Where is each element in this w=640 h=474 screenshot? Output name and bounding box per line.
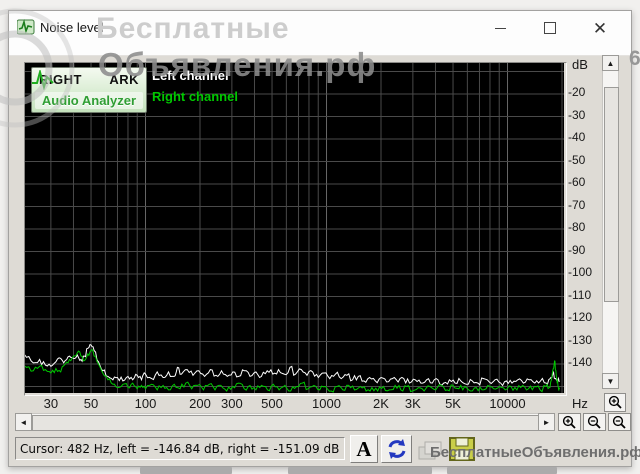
maximize-icon	[544, 22, 556, 34]
freq-tick-label: 1000	[312, 396, 341, 411]
db-tick-label: -80	[568, 220, 586, 234]
magnifier-plus-icon	[608, 395, 622, 409]
font-button[interactable]: A	[350, 435, 378, 463]
window-title: Noise level	[40, 20, 104, 35]
scroll-right-button[interactable]: ►	[538, 413, 555, 431]
db-tick-label: -110	[568, 287, 592, 302]
magnifier-minus-icon	[612, 415, 626, 429]
title-bar[interactable]: Noise level ✕	[9, 11, 631, 56]
hz-unit-label: Hz	[572, 396, 588, 411]
magnifier-plus-icon	[562, 415, 576, 429]
freq-tick-label: 200	[189, 396, 211, 411]
db-tick-label: -120	[568, 310, 593, 324]
db-tick-label: -70	[568, 197, 586, 212]
db-tick-label: -50	[568, 152, 586, 167]
vertical-scrollbar-thumb[interactable]	[604, 87, 619, 302]
db-tick-label: -60	[568, 175, 586, 189]
freq-tick-label: 3K	[404, 396, 421, 411]
app-icon	[17, 19, 35, 35]
db-tick-label: -130	[568, 332, 593, 347]
db-tick-label: -30	[568, 107, 586, 122]
legend-right-channel: Right channel	[152, 89, 238, 104]
cursor-status-bar: Cursor: 482 Hz, left = -146.84 dB, right…	[15, 437, 345, 460]
spectrum-svg	[25, 63, 564, 393]
freq-tick-label: 10000	[489, 396, 526, 411]
freq-tick-label: 2K	[373, 396, 389, 411]
freq-tick-label: 100	[134, 396, 157, 411]
freq-tick-label: 300	[221, 396, 243, 411]
db-tick-label: -90	[568, 242, 586, 257]
background-window-strip	[288, 467, 432, 474]
minimize-button[interactable]	[475, 13, 525, 43]
logo-subtitle: Audio Analyzer	[41, 93, 137, 108]
db-tick-label: -140	[568, 355, 593, 369]
copy-button[interactable]	[416, 439, 446, 463]
noise-level-window: Noise level ✕ RIGHT ARK Audio Analyzer	[8, 10, 632, 467]
zoom-out-vertical-button[interactable]	[608, 413, 631, 431]
db-tick-label: -20	[568, 85, 586, 99]
db-tick-label: -100	[568, 265, 593, 279]
refresh-icon	[388, 439, 405, 459]
scroll-down-button[interactable]: ▼	[602, 373, 619, 389]
refresh-button[interactable]	[381, 435, 412, 463]
db-tick-label: -40	[568, 130, 586, 144]
freq-tick-label: 30	[43, 396, 59, 411]
freq-tick-label: 5K	[445, 396, 461, 411]
minimize-icon	[494, 27, 506, 29]
spectrum-plot[interactable]: RIGHT ARK Audio Analyzer Left channel Ri…	[25, 63, 564, 393]
close-button[interactable]: ✕	[575, 13, 625, 43]
save-button[interactable]	[448, 436, 476, 462]
legend: Left channel Right channel	[152, 65, 238, 107]
scroll-left-button[interactable]: ◄	[15, 413, 32, 431]
freq-tick-label: 50	[83, 396, 99, 411]
copy-icon	[418, 441, 442, 460]
magnifier-minus-icon	[587, 415, 601, 429]
rightmark-logo: RIGHT ARK Audio Analyzer	[31, 67, 147, 113]
save-floppy-icon	[449, 437, 475, 461]
logo-brand-right: ARK	[109, 72, 139, 87]
zoom-in-horizontal-button[interactable]	[558, 413, 581, 431]
close-icon: ✕	[592, 18, 608, 38]
horizontal-scrollbar[interactable]	[15, 413, 555, 431]
background-window-strip	[447, 467, 557, 474]
logo-waveform-icon	[32, 70, 54, 90]
zoom-out-horizontal-button[interactable]	[583, 413, 606, 431]
vertical-scrollbar[interactable]	[602, 55, 619, 389]
maximize-button[interactable]	[525, 13, 575, 43]
font-button-label: A	[356, 436, 372, 461]
scroll-up-button[interactable]: ▲	[602, 55, 619, 71]
legend-left-channel: Left channel	[152, 68, 229, 83]
background-window-strip	[140, 467, 232, 474]
db-unit-label: dB	[572, 57, 588, 72]
horizontal-scrollbar-thumb[interactable]	[32, 415, 539, 431]
freq-tick-label: 500	[261, 396, 283, 411]
zoom-in-vertical-button[interactable]	[604, 393, 626, 412]
plot-frame: RIGHT ARK Audio Analyzer Left channel Ri…	[24, 62, 567, 396]
